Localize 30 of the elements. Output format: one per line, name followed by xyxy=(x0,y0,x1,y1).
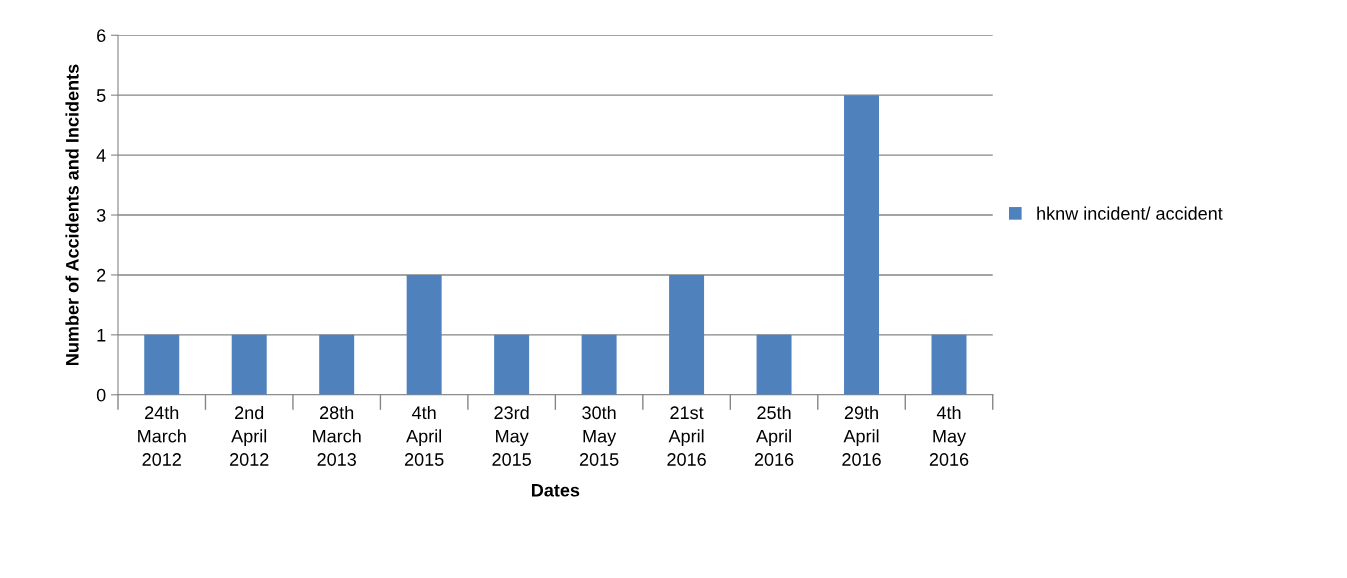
bar xyxy=(144,334,180,395)
bar xyxy=(844,95,880,395)
y-tick-label: 5 xyxy=(96,89,106,102)
bar xyxy=(231,334,267,395)
x-tick-label: 30th May 2015 xyxy=(579,405,619,466)
bar xyxy=(931,334,967,395)
x-tick-label: 4th May 2016 xyxy=(929,405,969,466)
bar xyxy=(756,334,792,395)
bar xyxy=(406,274,442,395)
x-tick-label: 28th March 2013 xyxy=(313,405,361,466)
y-axis-title: Number of Accidents and Incidents xyxy=(65,64,79,365)
x-tick-label: 29th April 2016 xyxy=(842,405,881,466)
x-tick-label: 2nd April 2012 xyxy=(230,405,269,466)
legend-label: hknw incident/ accident xyxy=(1037,206,1223,220)
y-tick-label: 1 xyxy=(97,328,106,342)
y-tick-label: 2 xyxy=(97,268,106,282)
x-axis-title: Dates xyxy=(531,484,580,497)
bar xyxy=(669,274,705,395)
x-tick-label: 21st April 2016 xyxy=(667,406,706,466)
x-tick-label: 4th April 2015 xyxy=(404,405,444,466)
y-tick-label: 4 xyxy=(96,149,106,162)
y-tick-label: 6 xyxy=(97,29,106,42)
bar xyxy=(319,334,355,395)
y-tick-label: 3 xyxy=(96,208,106,222)
x-tick-label: 24th March 2012 xyxy=(138,405,186,466)
bar xyxy=(581,334,617,395)
y-tick-label: 0 xyxy=(96,388,106,402)
x-tick-label: 25th April 2016 xyxy=(754,405,794,466)
bar xyxy=(494,334,530,395)
x-tick-label: 23rd May 2015 xyxy=(492,405,531,466)
